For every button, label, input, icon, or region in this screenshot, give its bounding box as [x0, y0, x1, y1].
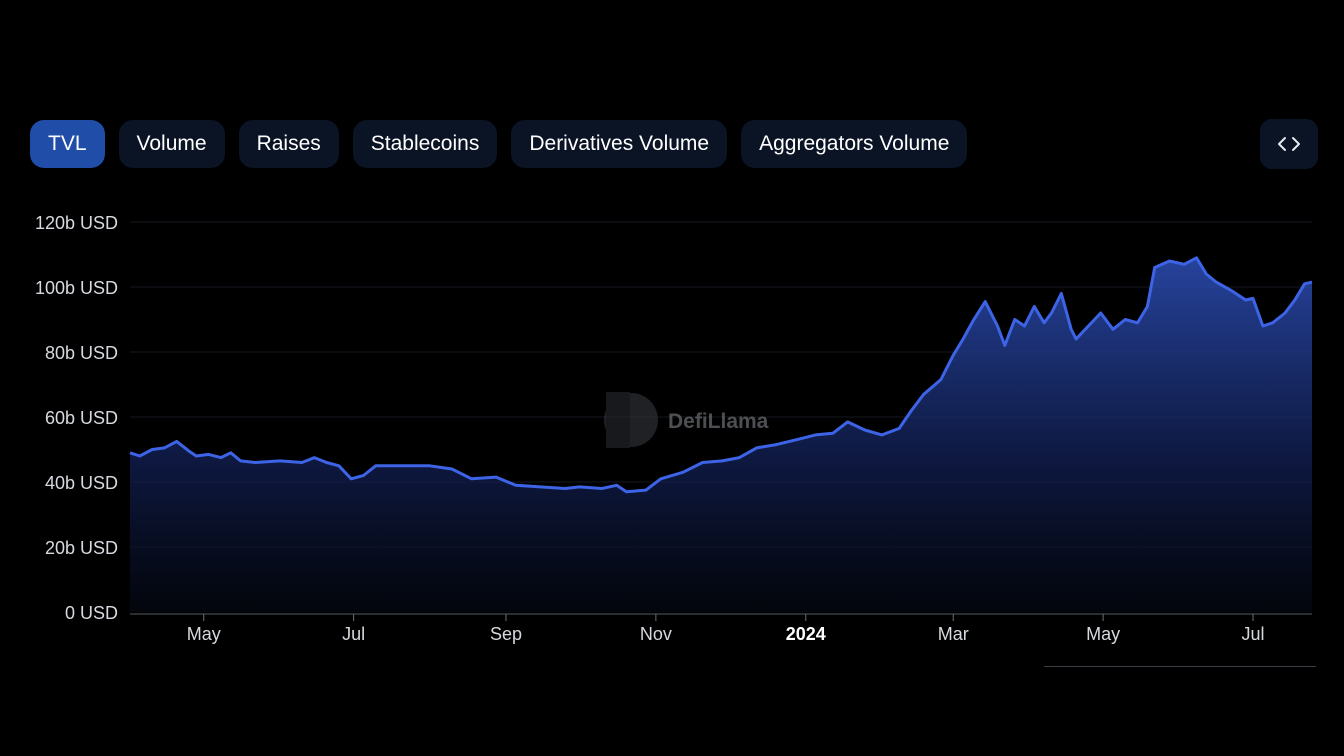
tab-stablecoins[interactable]: Stablecoins	[352, 120, 498, 168]
y-tick-label: 100b USD	[35, 278, 118, 298]
y-tick-label: 40b USD	[45, 473, 118, 493]
y-axis: 0 USD 20b USD 40b USD 60b USD 80b USD 100b US…	[35, 213, 118, 623]
watermark-text: DefiLlama	[668, 410, 769, 433]
code-icon	[1278, 137, 1300, 151]
tab-tvl[interactable]: TVL	[30, 120, 105, 168]
y-tick-label: 60b USD	[45, 408, 118, 428]
tab-raises[interactable]: Raises	[238, 120, 339, 168]
tab-aggregators-volume[interactable]: Aggregators Volume	[741, 120, 968, 168]
tvl-area	[130, 257, 1312, 612]
tab-derivatives-volume[interactable]: Derivatives Volume	[511, 120, 728, 168]
x-tick-label: Jul	[342, 624, 365, 644]
y-tick-label: 20b USD	[45, 538, 118, 558]
metric-tabs: TVL Volume Raises Stablecoins Derivative…	[30, 120, 968, 168]
y-tick-label: 80b USD	[45, 343, 118, 363]
llama-logo-mark	[606, 392, 630, 448]
x-tick-label: 2024	[786, 624, 826, 644]
x-tick-label: Mar	[938, 624, 969, 644]
embed-button[interactable]	[1260, 119, 1318, 169]
tab-volume[interactable]: Volume	[118, 120, 225, 168]
watermark: DefiLlama	[604, 392, 769, 448]
x-tick-label: May	[187, 624, 221, 644]
x-axis: May Jul Sep Nov 2024 Mar May Jul	[187, 614, 1265, 644]
x-tick-label: Sep	[490, 624, 522, 644]
x-tick-label: Nov	[640, 624, 672, 644]
x-tick-label: May	[1086, 624, 1120, 644]
x-tick-label: Jul	[1242, 624, 1265, 644]
y-tick-label: 120b USD	[35, 213, 118, 233]
y-tick-label: 0 USD	[65, 603, 118, 623]
divider	[1044, 666, 1316, 667]
tvl-line	[129, 256, 1313, 494]
